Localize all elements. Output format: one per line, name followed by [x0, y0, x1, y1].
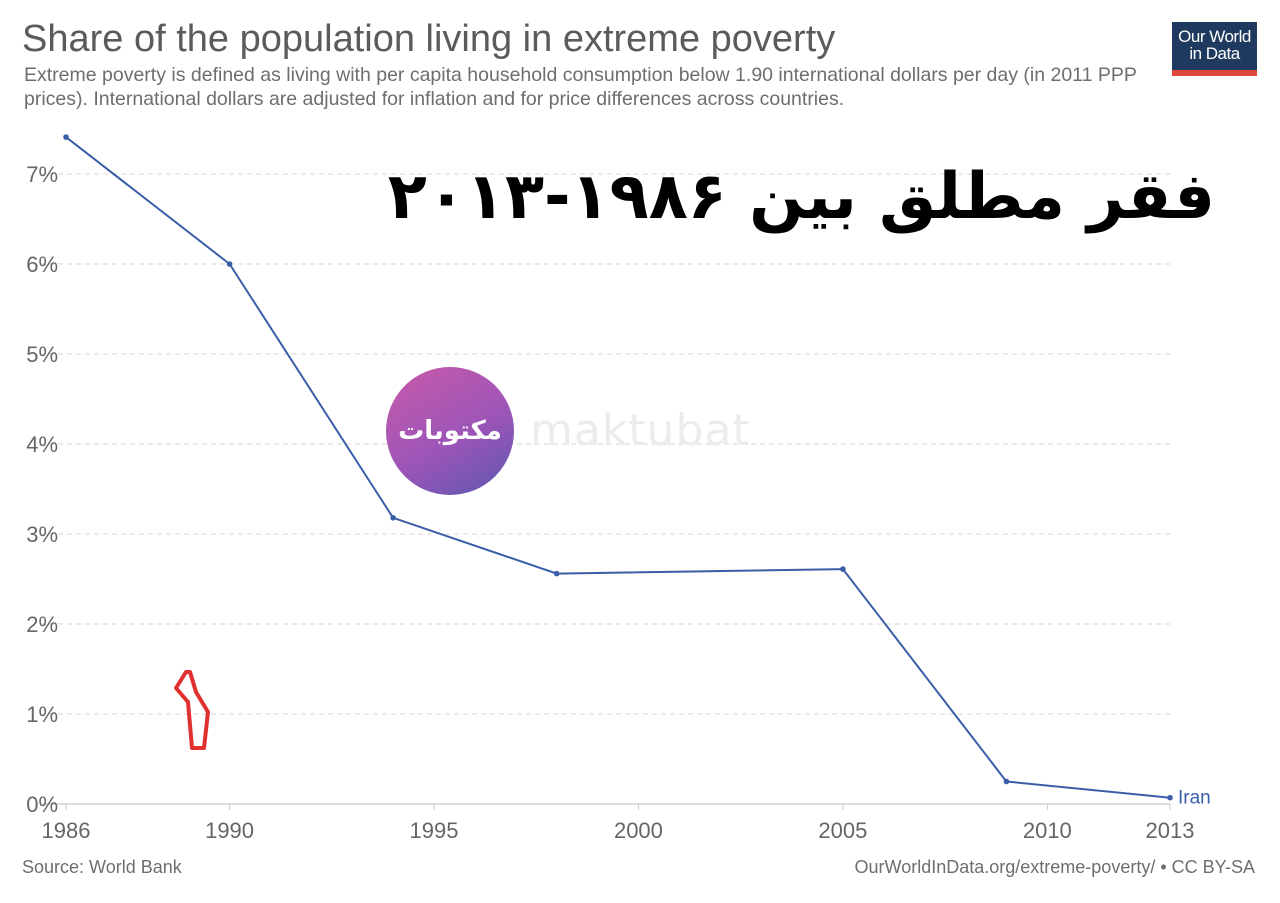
y-tick-label: 3%: [26, 522, 58, 547]
y-tick-label: 1%: [26, 702, 58, 727]
handwritten-number-annotation: [174, 670, 210, 750]
gridlines: [40, 173, 1170, 805]
y-axis-ticks: 0% 1% 2% 3% 4% 5% 6% 7%: [26, 162, 58, 817]
logo-line-1: Our World: [1178, 27, 1251, 46]
x-tick-label: 1986: [42, 818, 91, 843]
data-point: [226, 261, 233, 267]
x-tick-label: 2013: [1146, 818, 1195, 843]
x-tick-label: 2000: [614, 818, 663, 843]
chart-title: Share of the population living in extrem…: [22, 18, 836, 60]
x-tick-label: 1995: [410, 818, 459, 843]
license-link[interactable]: OurWorldInData.org/extreme-poverty/ • CC…: [854, 857, 1255, 877]
y-tick-label: 5%: [26, 342, 58, 367]
chart-subtitle: Extreme poverty is defined as living wit…: [24, 64, 1137, 110]
series-label: Iran: [1178, 788, 1211, 809]
series-line-iran: [65, 136, 1171, 799]
y-tick-label: 4%: [26, 432, 58, 457]
maktubat-watermark: maktubat: [530, 405, 751, 456]
data-point: [390, 515, 396, 521]
maktubat-badge-logo: مکتوبات: [386, 367, 514, 495]
annotation-layer: [174, 670, 210, 750]
data-point: [840, 566, 846, 572]
source-note: Source: World Bank: [22, 857, 182, 877]
data-point: [63, 134, 69, 140]
badge-text: مکتوبات: [398, 416, 502, 446]
data-point: [1167, 794, 1173, 801]
y-tick-label: 7%: [26, 162, 58, 187]
y-tick-label: 0%: [26, 792, 58, 817]
x-tick-label: 1990: [205, 818, 254, 843]
owid-logo[interactable]: Our World in Data: [1172, 22, 1257, 76]
data-point: [553, 570, 560, 577]
persian-overlay-title: فقر مطلق بین ۱۹۸۶-۲۰۱۳: [387, 160, 1215, 234]
x-axis-ticks: 1986 1990 1995 2000 2005 2010 2013: [42, 804, 1195, 843]
logo-line-2: in Data: [1189, 44, 1240, 63]
y-tick-label: 2%: [26, 612, 58, 637]
series-layer: Iran: [63, 134, 1211, 809]
data-point: [1003, 778, 1010, 785]
x-tick-label: 2005: [818, 818, 867, 843]
y-tick-label: 6%: [26, 252, 58, 277]
x-tick-label: 2010: [1023, 818, 1072, 843]
logo-accent-bar: [1172, 70, 1257, 76]
